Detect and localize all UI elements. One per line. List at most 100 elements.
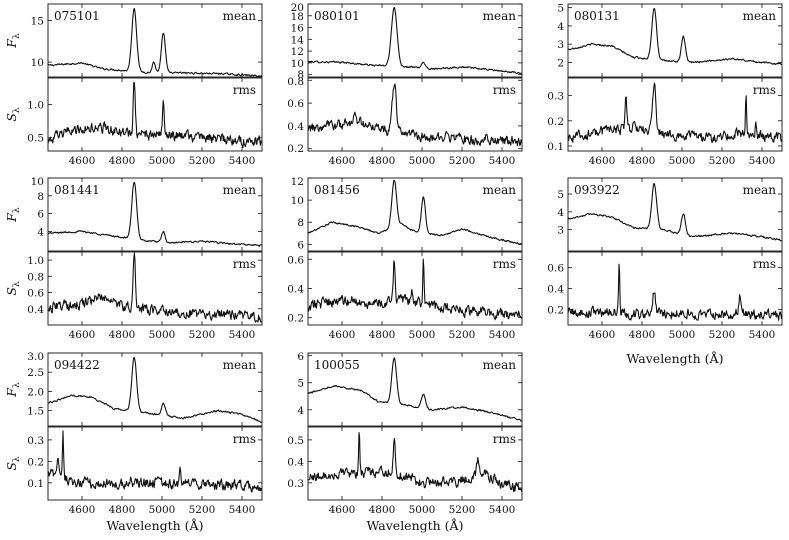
- x-tick-label: 4800: [369, 329, 396, 341]
- rms-spectrum-line: [568, 263, 782, 321]
- rms-tag: rms: [233, 83, 256, 97]
- rms-tag: rms: [753, 257, 776, 271]
- mean-tag: mean: [483, 358, 517, 372]
- object-name-label: 093922: [574, 183, 620, 197]
- y-tick-label: 3: [557, 39, 564, 51]
- mean-tag: mean: [223, 9, 257, 23]
- y-tick-label: 0.8: [27, 271, 44, 283]
- mean-y-axis-label: Fλ: [4, 207, 22, 223]
- x-tick-label: 5400: [229, 155, 256, 167]
- rms-tag: rms: [233, 257, 256, 271]
- object-name-label: 075101: [54, 9, 100, 23]
- object-name-label: 080131: [574, 9, 620, 23]
- x-tick-label: 4800: [369, 504, 396, 516]
- x-tick-label: 4600: [589, 329, 616, 341]
- y-tick-label: 0.1: [547, 141, 564, 153]
- mean-spectrum-line: [568, 183, 782, 242]
- mean-spectrum-line: [568, 7, 782, 66]
- y-tick-label: 3: [557, 225, 564, 237]
- y-tick-label: 18: [291, 11, 304, 23]
- x-tick-label: 4800: [629, 329, 656, 341]
- x-tick-label: 5200: [189, 155, 216, 167]
- y-tick-label: 0.4: [27, 304, 44, 316]
- y-tick-label: 0.2: [287, 143, 304, 155]
- y-tick-label: 16: [291, 23, 305, 35]
- y-tick-label: 0.3: [287, 478, 304, 490]
- mean-tag: mean: [483, 183, 517, 197]
- y-tick-label: 6: [37, 209, 44, 221]
- panel-frame: [47, 77, 263, 152]
- x-tick-label: 5400: [229, 329, 256, 341]
- y-tick-label: 0.3: [27, 435, 44, 447]
- rms-y-axis-label: Sλ: [4, 281, 22, 296]
- y-tick-label: 0.2: [287, 313, 304, 325]
- x-tick-label: 5400: [489, 329, 516, 341]
- panel-frame: [307, 177, 523, 252]
- y-tick-label: 5: [557, 189, 564, 201]
- y-tick-label: 4: [297, 405, 304, 417]
- mean-tag: mean: [223, 183, 257, 197]
- x-tick-label: 4800: [109, 155, 136, 167]
- y-tick-label: 4: [37, 226, 44, 238]
- y-tick-label: 1.0: [27, 100, 44, 112]
- panel-frame: [567, 3, 783, 78]
- rms-tag: rms: [493, 83, 516, 97]
- y-tick-label: 3.0: [27, 351, 44, 363]
- y-tick-label: 4: [557, 21, 564, 33]
- y-tick-label: 8: [297, 69, 304, 81]
- y-tick-label: 14: [291, 34, 305, 46]
- mean-spectrum-line: [308, 357, 522, 422]
- x-tick-label: 5400: [489, 155, 516, 167]
- y-tick-label: 12: [291, 176, 304, 188]
- y-tick-label: 0.2: [27, 456, 44, 468]
- x-tick-label: 5200: [709, 155, 736, 167]
- x-tick-label: 5000: [409, 504, 436, 516]
- y-tick-label: 15: [31, 16, 44, 28]
- x-tick-label: 4800: [109, 504, 136, 516]
- y-tick-label: 0.3: [547, 91, 564, 103]
- y-tick-label: 0.6: [287, 98, 304, 110]
- mean-tag: mean: [743, 9, 777, 23]
- rms-spectrum-line: [308, 83, 522, 147]
- panel-frame: [47, 251, 263, 326]
- mean-y-axis-label: Fλ: [4, 382, 22, 398]
- y-tick-label: 0.2: [547, 304, 564, 316]
- mean-spectrum-line: [48, 181, 262, 247]
- panel-frame: [47, 3, 263, 78]
- x-tick-label: 4600: [69, 329, 96, 341]
- x-tick-label: 4600: [329, 155, 356, 167]
- y-tick-label: 2.0: [27, 386, 44, 398]
- panel-frame: [307, 426, 523, 501]
- x-tick-label: 5200: [189, 329, 216, 341]
- y-tick-label: 0.5: [287, 435, 304, 447]
- y-tick-label: 12: [291, 46, 304, 58]
- x-tick-label: 5000: [149, 504, 176, 516]
- panel-frame: [567, 77, 783, 152]
- x-axis-label: Wavelength (Å): [627, 351, 724, 366]
- rms-tag: rms: [493, 257, 516, 271]
- rms-spectrum-line: [48, 252, 262, 323]
- x-tick-label: 5000: [149, 155, 176, 167]
- x-tick-label: 5000: [149, 329, 176, 341]
- x-tick-label: 4800: [629, 155, 656, 167]
- y-tick-label: 10: [291, 195, 304, 207]
- y-tick-label: 0.6: [547, 263, 564, 275]
- x-tick-label: 5400: [749, 155, 776, 167]
- x-axis-label: Wavelength (Å): [107, 518, 204, 533]
- object-name-label: 094422: [54, 358, 100, 372]
- rms-tag: rms: [493, 432, 516, 446]
- x-tick-label: 5000: [409, 155, 436, 167]
- object-name-label: 081441: [54, 183, 100, 197]
- rms-spectrum-line: [308, 432, 522, 493]
- y-tick-label: 5: [297, 378, 304, 390]
- x-tick-label: 4800: [369, 155, 396, 167]
- mean-tag: mean: [743, 183, 777, 197]
- panel-frame: [47, 177, 263, 252]
- panel-frame: [567, 177, 783, 252]
- y-tick-label: 8: [37, 191, 44, 203]
- rms-spectrum-line: [568, 82, 782, 144]
- y-tick-label: 10: [291, 58, 304, 70]
- mean-spectrum-line: [48, 7, 262, 77]
- y-tick-label: 0.1: [27, 478, 44, 490]
